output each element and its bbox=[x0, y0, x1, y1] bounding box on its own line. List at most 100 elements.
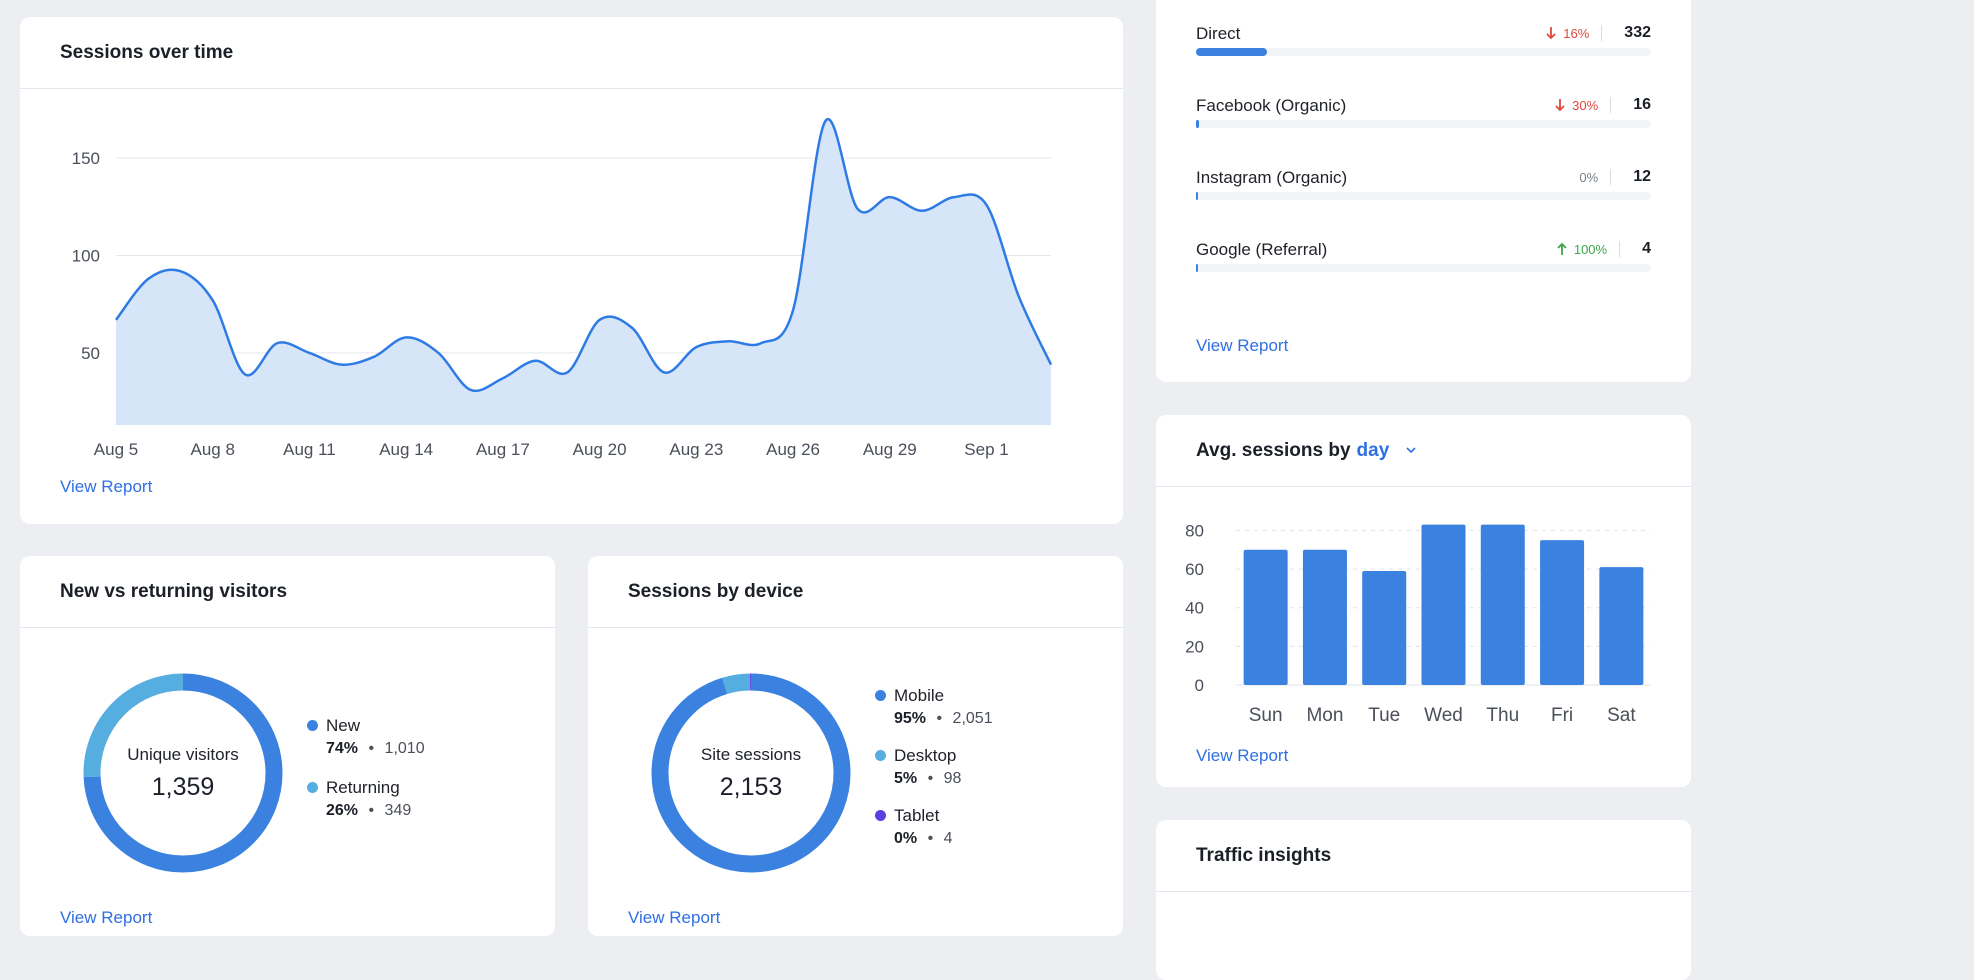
legend-dot bbox=[875, 750, 886, 762]
traffic-source-stats: 100% 4 bbox=[1556, 240, 1651, 258]
x-tick-label: Sat bbox=[1607, 705, 1636, 726]
legend-dot bbox=[307, 720, 318, 732]
card-title: Sessions over time bbox=[20, 17, 1123, 89]
legend-percent: 5% bbox=[894, 770, 918, 787]
x-tick-label: Aug 17 bbox=[476, 440, 530, 459]
traffic-source-change: 16% bbox=[1563, 25, 1590, 41]
sessions-by-device-card: Sessions by device Site sessions 2,153 M… bbox=[588, 556, 1123, 936]
y-tick-label: 20 bbox=[1185, 637, 1204, 656]
legend-label: Returning bbox=[326, 778, 400, 797]
traffic-source-name: Google (Referral) bbox=[1196, 240, 1328, 259]
legend-label: Mobile bbox=[894, 686, 945, 705]
y-tick-label: 100 bbox=[72, 247, 100, 266]
divider bbox=[1610, 169, 1612, 185]
donut-center-label: Unique visitors bbox=[127, 744, 239, 764]
donut-center-value: 1,359 bbox=[151, 772, 215, 801]
traffic-source-stats: 30% 16 bbox=[1554, 96, 1651, 114]
bar bbox=[1421, 524, 1466, 685]
traffic-source-name: Instagram (Organic) bbox=[1196, 168, 1348, 187]
bar bbox=[1302, 549, 1347, 685]
y-tick-label: 150 bbox=[72, 149, 100, 168]
x-tick-label: Fri bbox=[1551, 705, 1573, 726]
donut-center-label: Site sessions bbox=[700, 744, 802, 764]
period-dropdown-value: day bbox=[1356, 439, 1390, 461]
device-donut-chart[interactable] bbox=[641, 663, 861, 883]
traffic-source-name: Direct bbox=[1196, 24, 1241, 43]
new-vs-returning-card: New vs returning visitors Unique visitor… bbox=[20, 556, 555, 936]
sessions-area-chart[interactable]: 50 100 150 Aug 5 Aug 8 Aug 11 Aug 14 Aug 17 Aug … bbox=[20, 90, 1123, 470]
legend-count: 98 bbox=[943, 770, 962, 787]
legend-percent: 95% bbox=[894, 710, 927, 727]
avg-sessions-bar-chart[interactable]: 0 20 40 60 80 Sun Mon Tue Wed Thu Fri Sat bbox=[1156, 515, 1691, 755]
visitors-legend: New 74% • 1,010 Returning 26% • 349 bbox=[307, 716, 425, 820]
traffic-source-count: 4 bbox=[1642, 240, 1651, 257]
legend-dot bbox=[875, 810, 886, 822]
avg-sessions-card: Avg. sessions by day 0 20 40 60 80 Sun Mon Tue W… bbox=[1156, 415, 1691, 787]
x-tick-label: Wed bbox=[1424, 705, 1463, 726]
period-dropdown[interactable]: day bbox=[1357, 440, 1417, 462]
card-title: Sessions by device bbox=[588, 556, 1123, 628]
donut-segment bbox=[651, 673, 851, 873]
arrow-down-icon bbox=[1546, 27, 1556, 40]
y-tick-label: 60 bbox=[1185, 560, 1204, 579]
traffic-source-row: Direct 16% 332 bbox=[1196, 24, 1651, 56]
traffic-source-stats: 16% 332 bbox=[1545, 24, 1651, 42]
progress-fill bbox=[1196, 192, 1199, 200]
traffic-source-name: Facebook (Organic) bbox=[1196, 96, 1347, 115]
legend-item: Desktop 5% • 98 bbox=[875, 746, 993, 788]
sessions-over-time-card: Sessions over time 50 100 150 Aug 5 Aug 8 Aug… bbox=[20, 17, 1123, 524]
y-tick-label: 50 bbox=[81, 344, 100, 363]
traffic-source-row: Google (Referral) 100% 4 bbox=[1196, 240, 1651, 272]
x-tick-label: Aug 11 bbox=[283, 440, 336, 459]
bar bbox=[1243, 549, 1288, 685]
series-area bbox=[116, 119, 1051, 426]
view-report-link[interactable]: View Report bbox=[1196, 746, 1289, 765]
view-report-link[interactable]: View Report bbox=[1196, 336, 1289, 355]
traffic-source-count: 16 bbox=[1633, 96, 1651, 113]
traffic-source-count: 332 bbox=[1624, 24, 1651, 41]
legend-item: Tablet 0% • 4 bbox=[875, 806, 993, 848]
traffic-insights-card: Traffic insights bbox=[1156, 820, 1691, 980]
legend-dot bbox=[307, 782, 318, 794]
series-line bbox=[115, 117, 1053, 393]
traffic-source-count: 12 bbox=[1633, 168, 1651, 185]
view-report-link[interactable]: View Report bbox=[60, 908, 153, 927]
x-tick-label: Aug 29 bbox=[863, 440, 917, 459]
divider bbox=[1619, 241, 1621, 257]
arrow-down-icon bbox=[1555, 99, 1565, 112]
device-legend: Mobile 95% • 2,051 Desktop 5% • 98 Table… bbox=[875, 686, 993, 848]
legend-separator: • bbox=[927, 830, 934, 847]
progress-track bbox=[1196, 192, 1651, 200]
traffic-source-change: 100% bbox=[1573, 241, 1608, 257]
traffic-source-stats: 0% 12 bbox=[1579, 168, 1651, 186]
y-tick-label: 0 bbox=[1195, 676, 1204, 695]
view-report-link[interactable]: View Report bbox=[60, 477, 153, 496]
progress-fill bbox=[1196, 120, 1199, 128]
progress-track bbox=[1196, 48, 1651, 56]
card-title-prefix: Avg. sessions by bbox=[1196, 439, 1351, 461]
donut-center-value: 2,153 bbox=[719, 772, 783, 801]
bar bbox=[1540, 540, 1585, 685]
legend-label: New bbox=[326, 716, 361, 735]
card-title: Avg. sessions by day bbox=[1156, 415, 1691, 487]
x-tick-label: Aug 5 bbox=[94, 440, 138, 459]
visitors-donut-chart[interactable] bbox=[73, 663, 293, 883]
view-report-link[interactable]: View Report bbox=[628, 908, 721, 927]
x-tick-label: Sep 1 bbox=[964, 440, 1008, 459]
legend-item: Returning 26% • 349 bbox=[307, 778, 425, 820]
x-tick-label: Mon bbox=[1306, 705, 1343, 726]
legend-separator: • bbox=[368, 802, 375, 819]
divider bbox=[1601, 25, 1603, 41]
chevron-down-icon bbox=[1405, 447, 1416, 454]
y-tick-label: 40 bbox=[1185, 599, 1204, 618]
progress-fill bbox=[1196, 48, 1267, 56]
legend-count: 4 bbox=[943, 830, 953, 847]
x-tick-label: Aug 26 bbox=[766, 440, 820, 459]
x-tick-label: Sun bbox=[1249, 705, 1283, 726]
arrow-up-icon bbox=[1557, 242, 1567, 255]
progress-track bbox=[1196, 264, 1651, 272]
legend-separator: • bbox=[368, 740, 375, 757]
traffic-source-change: 0% bbox=[1579, 169, 1599, 185]
legend-percent: 0% bbox=[894, 830, 918, 847]
progress-track bbox=[1196, 120, 1651, 128]
